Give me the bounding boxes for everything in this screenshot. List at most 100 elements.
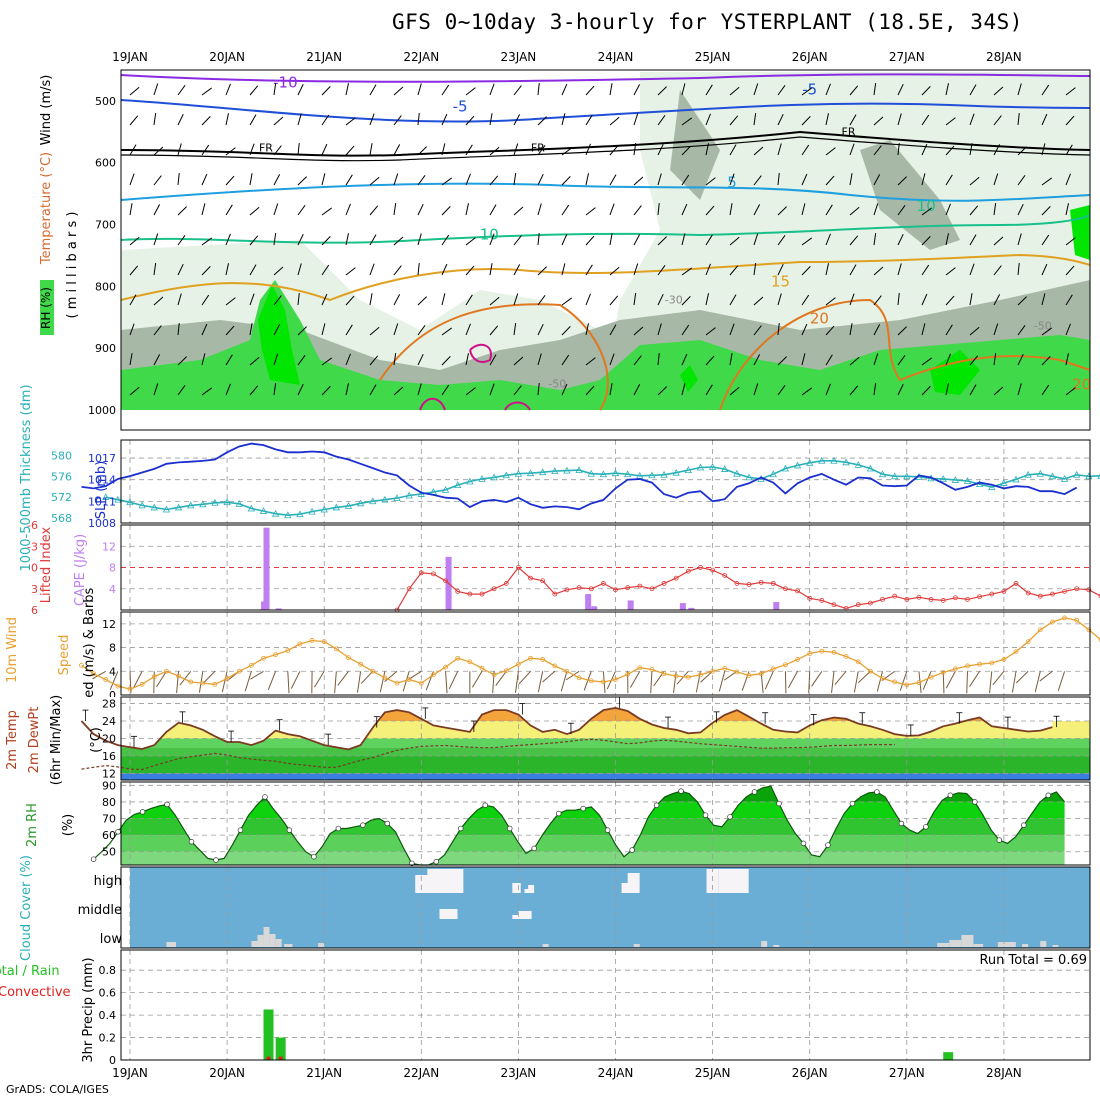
wind-barb — [1017, 263, 1020, 276]
wind-barb — [290, 671, 301, 689]
thickness-marker — [806, 458, 814, 466]
wind-barb — [537, 144, 546, 156]
wind-barb — [993, 265, 1002, 276]
temp-unit-label: (°C) — [89, 727, 104, 753]
wind-barb — [1065, 237, 1076, 246]
wind-barb — [633, 263, 639, 276]
precip-convective-label: Convective — [0, 985, 71, 1000]
wind-barb — [537, 294, 546, 306]
wind-barb — [297, 233, 304, 246]
wind-barb — [561, 233, 568, 246]
wind-barb — [495, 670, 507, 687]
cloud-level-label: high — [94, 874, 122, 889]
cape-frame — [120, 524, 1091, 611]
wind-barb — [681, 383, 686, 396]
lifted-index-marker — [637, 583, 643, 589]
wind-barb — [297, 293, 300, 306]
wind-speed-word: Speed — [57, 635, 72, 676]
wind-barb — [873, 145, 882, 156]
wind-barb — [705, 355, 715, 366]
wind-barb — [921, 357, 933, 366]
wind-speed-marker — [661, 671, 667, 677]
wind-barb — [609, 203, 615, 216]
wind-barb — [225, 354, 233, 366]
wind-barb — [945, 324, 953, 336]
wind-speed-marker — [1074, 617, 1080, 623]
thickness-marker — [842, 458, 850, 466]
wind-barb — [441, 234, 450, 246]
rh-marker — [947, 792, 954, 799]
wind-barb — [249, 264, 257, 276]
wind-barb — [801, 294, 810, 306]
dewpoint-line — [81, 738, 895, 771]
cape-bar — [263, 527, 270, 610]
wind-barb — [945, 267, 956, 276]
wind-speed-marker — [637, 665, 643, 671]
wind-speed-marker — [79, 662, 84, 668]
wind-barb — [513, 206, 524, 216]
wind-barb — [633, 355, 642, 366]
wind-barb — [729, 86, 740, 96]
wind-speed-marker — [188, 679, 194, 685]
wind-barb — [993, 86, 1004, 96]
wind-barb — [297, 113, 302, 126]
wind-barb — [321, 207, 333, 216]
wind-barb — [753, 354, 761, 366]
thickness-marker — [721, 465, 729, 472]
wind-barb — [537, 353, 542, 366]
contour-label: -30 — [665, 294, 683, 307]
precip-tick-label: 0.4 — [99, 1009, 117, 1022]
cape-bar — [591, 606, 598, 610]
wind-speed-marker — [977, 661, 983, 667]
day-label-top: 20JAN — [209, 50, 245, 64]
wind-barb — [753, 204, 761, 216]
thickness-marker — [138, 501, 146, 509]
wind-barb — [489, 175, 499, 186]
cloud-low-bar — [269, 934, 276, 947]
thickness-marker — [708, 463, 717, 470]
wind-barb — [561, 113, 566, 126]
wind-speed-marker — [358, 661, 364, 667]
wind-barb — [321, 386, 331, 396]
wind-barb — [489, 233, 495, 246]
lifted-index-marker — [977, 594, 983, 600]
wind-speed-marker — [431, 672, 436, 678]
day-label-top: 19JAN — [112, 50, 148, 64]
wind-barb — [873, 174, 881, 186]
lifted-index-marker — [552, 591, 558, 597]
wind-barb — [1065, 173, 1071, 186]
wind-barb — [676, 670, 689, 685]
wind-barb — [513, 114, 521, 126]
wind-barb — [321, 114, 330, 126]
rh-tick-label: 80 — [102, 796, 116, 809]
wind-speed-marker — [151, 674, 157, 680]
thickness-marker — [1048, 472, 1057, 480]
precip-tick-label: 0.2 — [99, 1032, 117, 1045]
wind-barb — [801, 353, 806, 366]
wind-barb — [825, 113, 829, 126]
wind-speed-marker — [309, 638, 315, 643]
thickness-marker — [502, 471, 510, 479]
wind-speed-marker — [734, 669, 740, 675]
lifted-index-marker — [831, 602, 837, 608]
wind-barb — [129, 294, 137, 306]
wind-barb — [753, 146, 764, 156]
wind-barb — [681, 174, 690, 186]
wind-speed-marker — [479, 665, 485, 671]
lifted-index-marker — [698, 565, 703, 570]
wind-barb — [369, 234, 377, 246]
ua-rh-bright — [680, 365, 698, 392]
rh-band — [121, 851, 1065, 865]
wind-barb — [585, 173, 589, 186]
rh-marker — [311, 853, 317, 860]
wind-barb — [1034, 671, 1041, 692]
wind-barb — [921, 264, 930, 276]
wind-barb — [873, 203, 879, 216]
wind-barb — [445, 671, 448, 694]
thickness-marker — [672, 468, 680, 476]
cloud-low-bar — [275, 939, 282, 947]
wind-barb — [417, 263, 420, 276]
wind-barb — [1041, 234, 1050, 246]
lifted-index-marker — [491, 586, 497, 592]
cape-bar — [627, 600, 634, 610]
